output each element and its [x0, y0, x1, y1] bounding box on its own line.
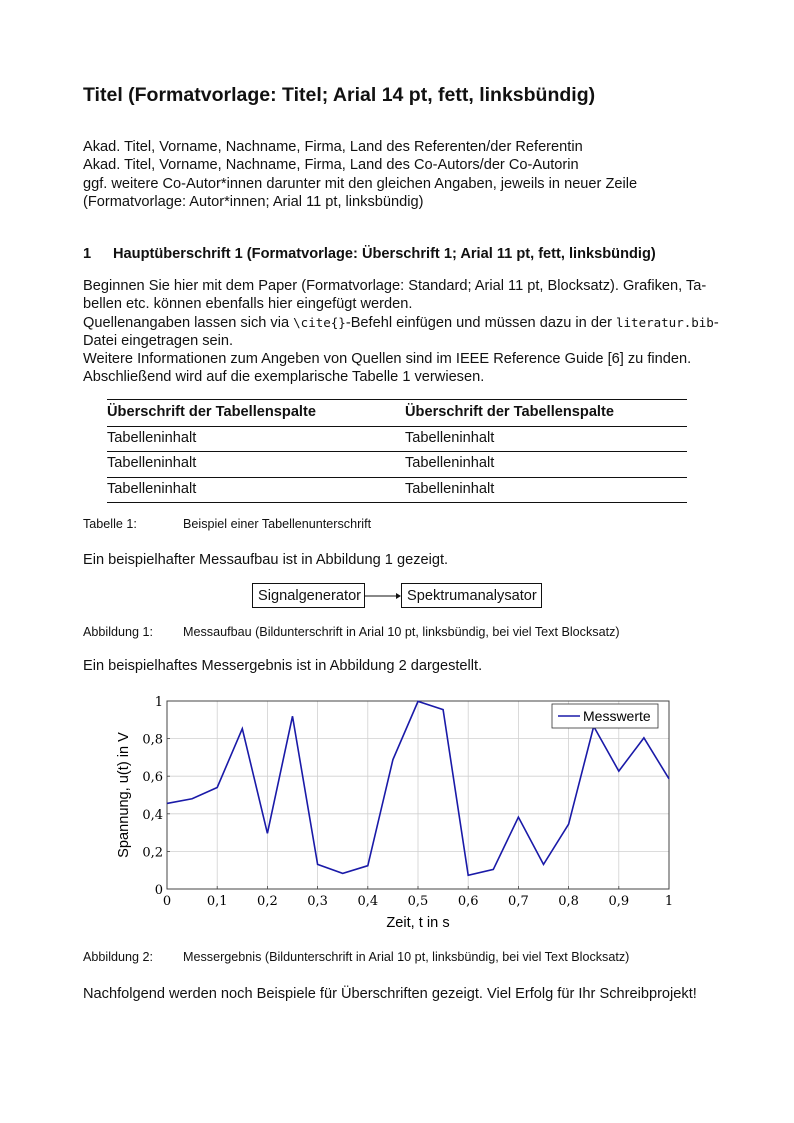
table-header: Überschrift der Tabellenspalte [405, 404, 614, 420]
table-cell: Tabelleninhalt [405, 430, 495, 446]
paragraph-line: Ein beispielhafter Messaufbau ist in Abb… [83, 552, 449, 568]
table-header: Überschrift der Tabellenspalte [107, 404, 316, 420]
paragraph-line: Abschließend wird auf die exemplarische … [83, 369, 485, 385]
x-tick-label: 1 [665, 894, 673, 909]
x-tick-label: 0,2 [257, 894, 278, 909]
section-heading: 1 Hauptüberschrift 1 (Formatvorlage: Über… [83, 246, 656, 262]
author-line: ggf. weitere Co-Autor*innen darunter mit… [83, 176, 638, 192]
paper-title: Titel (Formatvorlage: Titel; Arial 14 pt… [83, 84, 596, 106]
paragraph-line: Quellenangaben lassen sich via \cite{}-B… [83, 314, 719, 332]
x-tick-label: 0,6 [458, 894, 479, 909]
text: - [713, 315, 719, 331]
y-tick-label: 0,4 [142, 808, 163, 823]
paragraph-line: bellen etc. können ebenfalls hier eingef… [83, 296, 413, 312]
x-tick-label: 0 [163, 894, 171, 909]
x-tick-label: 0,3 [307, 894, 328, 909]
section-number: 1 [83, 246, 92, 262]
x-tick-label: 0,7 [508, 894, 529, 909]
table-caption: Tabelle 1: Beispiel einer Tabellenuntersc… [83, 517, 371, 531]
section-title: Hauptüberschrift 1 (Formatvorlage: Übers… [113, 246, 656, 262]
text: Quellenangaben lassen sich via [83, 315, 294, 331]
caption-label: Tabelle 1: [83, 517, 137, 531]
y-tick-label: 0 [155, 883, 163, 898]
x-axis-label: Zeit, t in s [386, 915, 449, 931]
author-line: (Formatvorlage: Autor*innen; Arial 11 pt… [83, 194, 424, 210]
text: -Befehl einfügen und müssen dazu in der [345, 315, 616, 331]
caption-text: Beispiel einer Tabellenunterschrift [183, 517, 372, 531]
figure-caption: Abbildung 1: Messaufbau (Bildunterschrift… [83, 625, 620, 639]
y-tick-label: 0,8 [142, 733, 163, 748]
x-tick-label: 0,1 [207, 894, 228, 909]
table-rule [107, 477, 687, 478]
paragraph-line: Datei eingetragen sein. [83, 333, 234, 349]
figure-caption: Abbildung 2: Messergebnis (Bildunterschri… [83, 950, 629, 964]
y-tick-label: 0,2 [142, 845, 163, 860]
table-rule [107, 426, 687, 427]
legend-label: Messwerte [583, 708, 651, 724]
x-tick-label: 0,4 [357, 894, 378, 909]
y-axis-label: Spannung, u(t) in V [116, 732, 132, 858]
code-bibfile: literatur.bib [616, 315, 714, 330]
table-rule [107, 451, 687, 452]
table-cell: Tabelleninhalt [107, 430, 197, 446]
table-bottom-rule [107, 502, 687, 504]
caption-label: Abbildung 1: [83, 625, 154, 639]
legend: Messwerte [551, 703, 659, 729]
table-top-rule [107, 399, 687, 401]
author-line: Akad. Titel, Vorname, Nachname, Firma, L… [83, 157, 579, 173]
table-cell: Tabelleninhalt [405, 481, 495, 497]
table-cell: Tabelleninhalt [405, 455, 495, 471]
x-tick-label: 0,8 [558, 894, 579, 909]
paragraph-line: Ein beispielhaftes Messergebnis ist in A… [83, 658, 483, 674]
caption-label: Abbildung 2: [83, 950, 154, 964]
code-cite: \cite{} [293, 315, 346, 330]
table-cell: Tabelleninhalt [107, 481, 197, 497]
arrow-icon [364, 593, 401, 599]
caption-text: Messergebnis (Bildunterschrift in Arial … [183, 950, 630, 964]
paragraph-line: Beginnen Sie hier mit dem Paper (Formatv… [83, 278, 707, 294]
y-tick-label: 0,6 [142, 770, 163, 785]
diagram-box-spektrumanalysator: Spektrumanalysator [401, 583, 542, 608]
author-line: Akad. Titel, Vorname, Nachname, Firma, L… [83, 139, 583, 155]
x-tick-label: 0,9 [608, 894, 629, 909]
x-tick-label: 0,5 [408, 894, 429, 909]
y-tick-label: 1 [155, 695, 163, 710]
paragraph-line: Nachfolgend werden noch Beispiele für Üb… [83, 986, 697, 1002]
paragraph-line: Weitere Informationen zum Angeben von Qu… [83, 351, 692, 367]
table-cell: Tabelleninhalt [107, 455, 197, 471]
caption-text: Messaufbau (Bildunterschrift in Arial 10… [183, 625, 620, 639]
